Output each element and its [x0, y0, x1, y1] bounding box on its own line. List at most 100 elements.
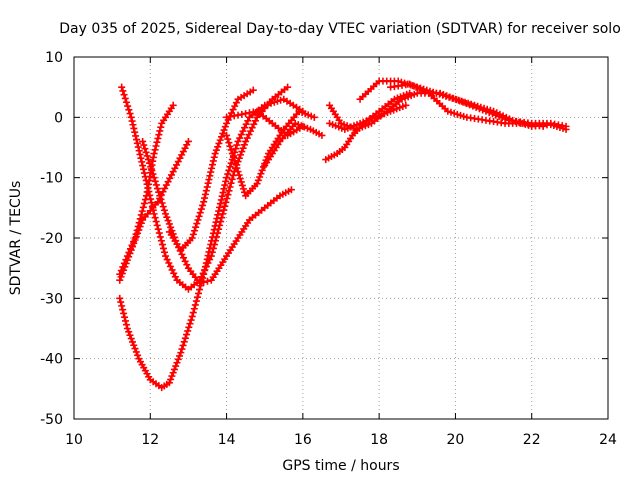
data-point-marker: [191, 227, 199, 235]
data-point-marker: [123, 256, 131, 264]
data-point-marker: [217, 196, 225, 204]
data-point-marker: [204, 277, 211, 285]
grid-lines: [74, 57, 608, 419]
data-point-marker: [168, 372, 176, 380]
data-point-marker: [238, 148, 246, 156]
data-point-marker: [483, 105, 491, 113]
series-5: [139, 137, 295, 287]
data-point-marker: [138, 158, 146, 166]
data-point-marker: [232, 160, 240, 168]
data-point-marker: [490, 107, 498, 115]
data-point-marker: [220, 185, 228, 193]
data-point-marker: [142, 148, 150, 156]
data-point-marker: [220, 126, 228, 134]
data-point-marker: [211, 237, 219, 245]
data-point-marker: [236, 175, 244, 183]
data-point-marker: [128, 117, 136, 125]
data-point-marker: [273, 97, 281, 105]
data-point-marker: [186, 320, 194, 328]
data-point-marker: [136, 223, 144, 231]
data-point-marker: [172, 362, 180, 370]
data-point-marker: [162, 252, 170, 260]
y-tick-label: -20: [40, 231, 63, 247]
x-tick-label: 20: [447, 432, 465, 448]
data-point-marker: [217, 133, 225, 141]
data-point-marker: [215, 139, 223, 147]
data-point-marker: [125, 328, 133, 336]
data-point-marker: [277, 96, 285, 104]
data-point-marker: [223, 174, 231, 182]
data-point-marker: [432, 89, 440, 97]
data-point-marker: [151, 214, 159, 222]
data-point-marker: [222, 177, 230, 185]
data-point-marker: [249, 86, 257, 94]
data-point-marker: [201, 194, 209, 202]
data-point-marker: [118, 270, 126, 278]
data-point-marker: [238, 181, 246, 189]
data-point-marker: [164, 217, 172, 225]
data-point-marker: [116, 294, 124, 302]
data-point-marker: [134, 229, 142, 237]
data-point-marker: [223, 119, 231, 127]
data-point-marker: [310, 113, 318, 121]
data-point-marker: [213, 233, 221, 241]
data-point-marker: [439, 91, 447, 99]
series-9: [261, 119, 326, 170]
data-point-marker: [150, 210, 158, 218]
data-point-marker: [209, 157, 217, 165]
data-point-marker: [203, 183, 211, 191]
data-point-marker: [208, 161, 216, 169]
data-point-marker: [221, 123, 229, 131]
data-point-marker: [192, 297, 200, 305]
data-point-marker: [152, 142, 160, 150]
series-4: [116, 137, 192, 284]
data-point-marker: [287, 186, 295, 194]
data-series-layer: [116, 77, 570, 392]
data-point-marker: [201, 190, 209, 198]
data-point-marker: [241, 124, 249, 132]
data-point-marker: [256, 173, 264, 181]
data-point-marker: [136, 150, 144, 158]
data-point-marker: [193, 293, 201, 301]
data-point-marker: [226, 163, 234, 171]
data-point-marker: [220, 206, 228, 214]
y-tick-label: 10: [45, 50, 63, 66]
data-point-marker: [171, 273, 179, 281]
data-point-marker: [406, 80, 414, 88]
series-2: [118, 83, 292, 293]
x-tick-label: 12: [141, 432, 159, 448]
data-point-marker: [223, 195, 231, 203]
data-point-marker: [451, 95, 459, 103]
data-point-marker: [151, 177, 159, 185]
data-point-marker: [159, 244, 167, 252]
data-point-marker: [216, 136, 224, 144]
data-point-marker: [240, 141, 248, 149]
data-point-marker: [188, 234, 196, 242]
data-point-marker: [250, 120, 258, 128]
data-point-marker: [131, 128, 139, 136]
data-point-marker: [235, 154, 243, 162]
data-point-marker: [137, 219, 145, 227]
data-point-marker: [131, 345, 139, 353]
data-point-marker: [128, 243, 136, 251]
data-point-marker: [192, 223, 200, 231]
data-point-marker: [445, 93, 453, 101]
data-point-marker: [214, 143, 222, 151]
data-point-marker: [233, 141, 241, 149]
data-point-marker: [219, 189, 227, 197]
data-point-marker: [206, 172, 214, 180]
data-point-marker: [200, 198, 208, 206]
data-point-marker: [127, 246, 135, 254]
y-tick-label: -50: [40, 412, 63, 428]
data-point-marker: [402, 101, 410, 109]
data-point-marker: [214, 229, 222, 237]
data-point-marker: [227, 179, 235, 187]
data-point-marker: [141, 196, 149, 204]
data-point-marker: [127, 335, 135, 343]
axis-ticks: 10 12 14 16 18 20 22 24 10 0 -10 -20 -30 -40 -50: [40, 50, 617, 448]
data-point-marker: [221, 181, 229, 189]
data-point-marker: [212, 146, 220, 154]
data-point-marker: [183, 331, 191, 339]
data-point-marker: [120, 266, 128, 274]
data-point-marker: [217, 218, 225, 226]
